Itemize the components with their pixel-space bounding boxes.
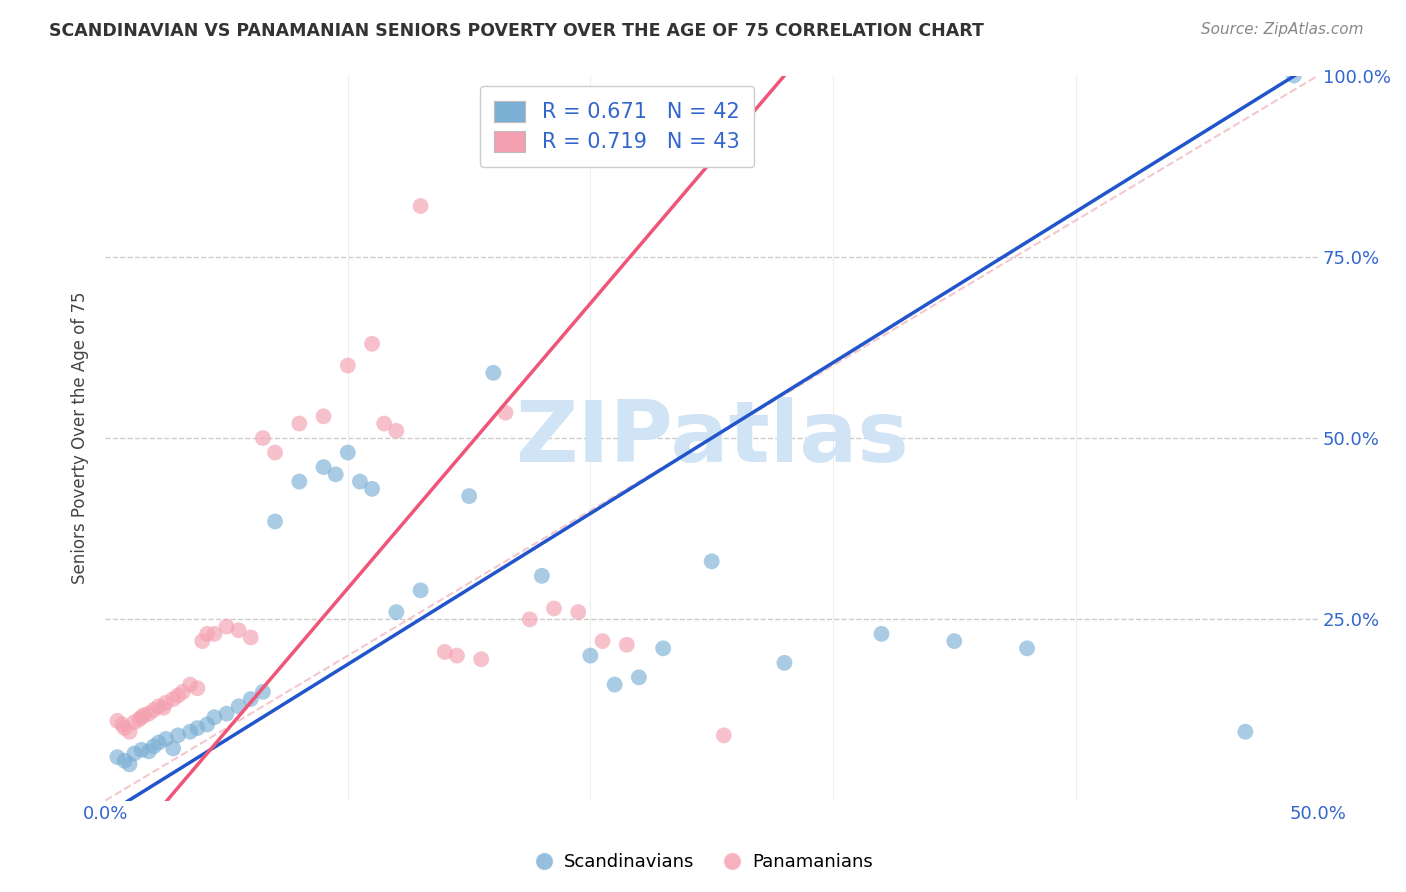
Point bbox=[713, 728, 735, 742]
Point bbox=[202, 710, 225, 724]
Point bbox=[616, 638, 638, 652]
Point bbox=[148, 699, 170, 714]
Point bbox=[336, 359, 359, 373]
Point bbox=[215, 706, 238, 721]
Point bbox=[167, 689, 190, 703]
Point bbox=[105, 750, 128, 764]
Point bbox=[482, 366, 505, 380]
Y-axis label: Seniors Poverty Over the Age of 75: Seniors Poverty Over the Age of 75 bbox=[72, 292, 89, 584]
Point bbox=[191, 634, 214, 648]
Point bbox=[530, 569, 553, 583]
Point bbox=[228, 624, 250, 638]
Point bbox=[943, 634, 966, 648]
Point bbox=[228, 699, 250, 714]
Point bbox=[446, 648, 468, 663]
Legend: R = 0.671   N = 42, R = 0.719   N = 43: R = 0.671 N = 42, R = 0.719 N = 43 bbox=[479, 86, 755, 167]
Point bbox=[567, 605, 589, 619]
Point bbox=[111, 717, 134, 731]
Point bbox=[1015, 641, 1038, 656]
Point bbox=[162, 741, 184, 756]
Point bbox=[373, 417, 395, 431]
Point bbox=[385, 605, 408, 619]
Point bbox=[195, 717, 218, 731]
Point bbox=[118, 757, 141, 772]
Point bbox=[252, 431, 274, 445]
Point bbox=[773, 656, 796, 670]
Point bbox=[131, 743, 153, 757]
Point bbox=[155, 731, 177, 746]
Point bbox=[179, 724, 201, 739]
Point bbox=[543, 601, 565, 615]
Point bbox=[138, 744, 160, 758]
Point bbox=[409, 199, 432, 213]
Point bbox=[312, 460, 335, 475]
Point bbox=[162, 692, 184, 706]
Point bbox=[128, 713, 150, 727]
Point bbox=[131, 710, 153, 724]
Point bbox=[264, 515, 287, 529]
Point bbox=[1234, 724, 1257, 739]
Point bbox=[215, 619, 238, 633]
Point bbox=[458, 489, 481, 503]
Point bbox=[603, 677, 626, 691]
Point bbox=[385, 424, 408, 438]
Point bbox=[652, 641, 675, 656]
Point bbox=[325, 467, 347, 482]
Point bbox=[349, 475, 371, 489]
Point bbox=[132, 708, 155, 723]
Point bbox=[152, 701, 174, 715]
Point bbox=[1282, 69, 1305, 83]
Point bbox=[288, 475, 311, 489]
Point bbox=[361, 336, 384, 351]
Point bbox=[870, 627, 893, 641]
Point bbox=[186, 721, 208, 735]
Point bbox=[142, 703, 165, 717]
Point bbox=[264, 445, 287, 459]
Point bbox=[627, 670, 650, 684]
Point bbox=[167, 728, 190, 742]
Point bbox=[118, 724, 141, 739]
Legend: Scandinavians, Panamanians: Scandinavians, Panamanians bbox=[526, 847, 880, 879]
Point bbox=[239, 692, 262, 706]
Point bbox=[124, 747, 146, 761]
Point bbox=[252, 685, 274, 699]
Text: ZIPatlas: ZIPatlas bbox=[515, 397, 908, 480]
Point bbox=[312, 409, 335, 424]
Point bbox=[361, 482, 384, 496]
Point bbox=[186, 681, 208, 696]
Point bbox=[336, 445, 359, 459]
Point bbox=[138, 706, 160, 721]
Point bbox=[579, 648, 602, 663]
Text: Source: ZipAtlas.com: Source: ZipAtlas.com bbox=[1201, 22, 1364, 37]
Point bbox=[202, 627, 225, 641]
Point bbox=[288, 417, 311, 431]
Point bbox=[433, 645, 456, 659]
Point bbox=[105, 714, 128, 728]
Point bbox=[239, 631, 262, 645]
Point bbox=[195, 627, 218, 641]
Point bbox=[114, 721, 136, 735]
Point bbox=[495, 406, 517, 420]
Point bbox=[124, 715, 146, 730]
Point bbox=[700, 554, 723, 568]
Point bbox=[155, 696, 177, 710]
Point bbox=[148, 736, 170, 750]
Point bbox=[592, 634, 614, 648]
Point bbox=[142, 739, 165, 754]
Point bbox=[470, 652, 492, 666]
Point bbox=[114, 754, 136, 768]
Point bbox=[519, 612, 541, 626]
Text: SCANDINAVIAN VS PANAMANIAN SENIORS POVERTY OVER THE AGE OF 75 CORRELATION CHART: SCANDINAVIAN VS PANAMANIAN SENIORS POVER… bbox=[49, 22, 984, 40]
Point bbox=[409, 583, 432, 598]
Point bbox=[179, 677, 201, 691]
Point bbox=[172, 685, 194, 699]
